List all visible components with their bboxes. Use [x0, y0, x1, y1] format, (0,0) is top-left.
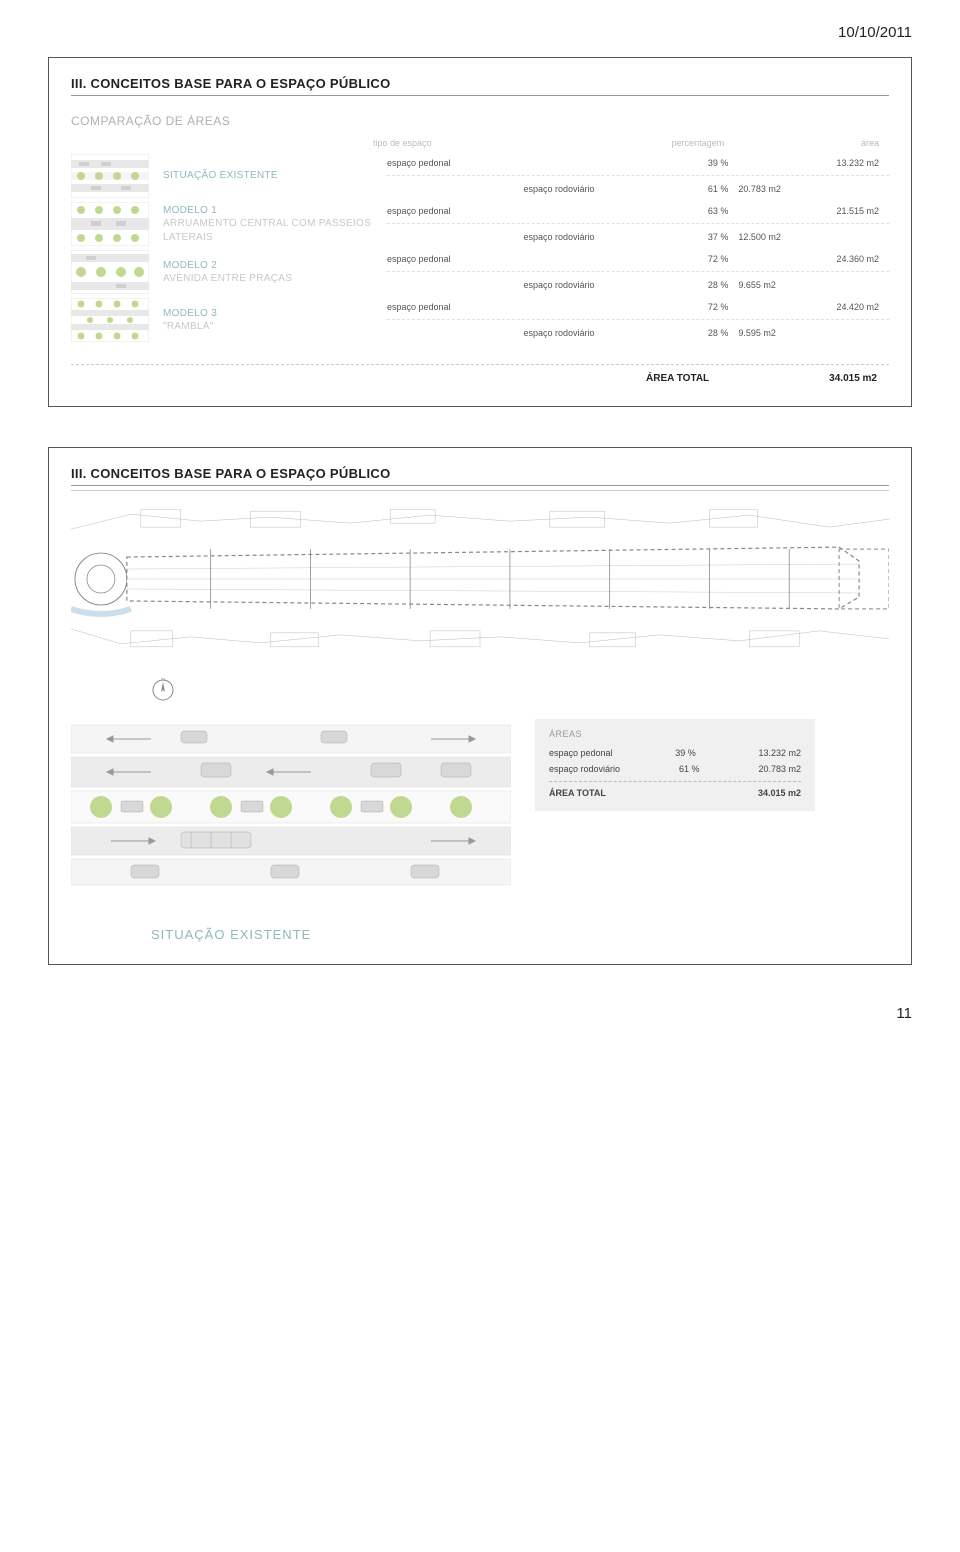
- label-main: SITUAÇÃO EXISTENTE: [163, 169, 373, 183]
- label-main: MODELO 2: [163, 259, 373, 273]
- table-row: MODELO 3 "RAMBLA" espaço pedonal 72 % 24…: [71, 298, 889, 342]
- cell: 61 %: [605, 184, 739, 194]
- svg-text:N: N: [161, 678, 165, 683]
- label-main: MODELO 1: [163, 204, 373, 218]
- slide-1: III. CONCEITOS BASE PARA O ESPAÇO PÚBLIC…: [48, 57, 912, 407]
- cell: 12.500 m2: [738, 232, 889, 242]
- cell: 21.515 m2: [738, 206, 889, 216]
- hdr-area: área: [734, 138, 889, 148]
- cell: espaço rodoviário: [387, 184, 605, 194]
- areas-row: espaço pedonal 39 % 13.232 m2: [549, 745, 801, 761]
- thumb-situacao: [71, 154, 149, 198]
- thumb-m2: [71, 250, 149, 294]
- slide1-title: III. CONCEITOS BASE PARA O ESPAÇO PÚBLIC…: [71, 76, 889, 91]
- cell: 20.783 m2: [738, 184, 889, 194]
- page-number: 11: [48, 1005, 912, 1022]
- total-label: ÁREA TOTAL: [646, 373, 709, 384]
- total-value: 34.015 m2: [829, 373, 877, 384]
- cell: 9.595 m2: [738, 328, 889, 338]
- hdr-pct: percentagem: [597, 138, 735, 148]
- cell: 61 %: [679, 764, 700, 774]
- areas-header: ÁREAS: [549, 729, 801, 739]
- cell: 9.655 m2: [738, 280, 889, 290]
- total-row: ÁREA TOTAL 34.015 m2: [71, 364, 889, 384]
- bottom-label: SITUAÇÃO EXISTENTE: [151, 927, 889, 942]
- data-cells: espaço pedonal 72 % 24.420 m2 espaço rod…: [387, 298, 889, 342]
- page-date: 10/10/2011: [48, 24, 912, 41]
- thumb-m1: [71, 202, 149, 246]
- cell: espaço rodoviário: [387, 280, 605, 290]
- cell: 39 %: [675, 748, 696, 758]
- model-label: MODELO 3 "RAMBLA": [163, 298, 373, 342]
- label-sub: "RAMBLA": [163, 320, 373, 334]
- table-row: MODELO 1 ARRUAMENTO CENTRAL COM PASSEIOS…: [71, 202, 889, 246]
- areas-row: espaço rodoviário 61 % 20.783 m2: [549, 761, 801, 777]
- divider-soft: [71, 490, 889, 491]
- cell: espaço pedonal: [387, 254, 605, 264]
- cell: espaço rodoviário: [387, 232, 605, 242]
- plan-map-diagram: [71, 509, 889, 649]
- divider: [71, 95, 889, 96]
- data-cells: espaço pedonal 39 % 13.232 m2 espaço rod…: [387, 154, 889, 198]
- areas-box: ÁREAS espaço pedonal 39 % 13.232 m2 espa…: [535, 719, 815, 811]
- label-sub: AVENIDA ENTRE PRAÇAS: [163, 272, 373, 286]
- slide2-title: III. CONCEITOS BASE PARA O ESPAÇO PÚBLIC…: [71, 466, 889, 481]
- label-main: MODELO 3: [163, 307, 373, 321]
- total-value: 34.015 m2: [758, 788, 801, 798]
- cell: 20.783 m2: [758, 764, 801, 774]
- lower-row: ÁREAS espaço pedonal 39 % 13.232 m2 espa…: [71, 719, 889, 889]
- data-cells: espaço pedonal 72 % 24.360 m2 espaço rod…: [387, 250, 889, 294]
- cell: 13.232 m2: [738, 158, 889, 168]
- hdr-tipo: tipo de espaço: [373, 138, 597, 148]
- table-row: MODELO 2 AVENIDA ENTRE PRAÇAS espaço ped…: [71, 250, 889, 294]
- cell: 28 %: [605, 280, 739, 290]
- areas-total: ÁREA TOTAL 34.015 m2: [549, 781, 801, 801]
- cell: espaço pedonal: [387, 206, 605, 216]
- cell: 72 %: [605, 254, 739, 264]
- cell: 13.232 m2: [758, 748, 801, 758]
- thumb-m3: [71, 298, 149, 342]
- cell: espaço pedonal: [387, 302, 605, 312]
- cell: 28 %: [605, 328, 739, 338]
- slide-2: III. CONCEITOS BASE PARA O ESPAÇO PÚBLIC…: [48, 447, 912, 965]
- model-label: MODELO 1 ARRUAMENTO CENTRAL COM PASSEIOS…: [163, 202, 373, 246]
- cell: 24.420 m2: [738, 302, 889, 312]
- cell: espaço pedonal: [387, 158, 605, 168]
- cell: 24.360 m2: [738, 254, 889, 264]
- table-header: tipo de espaço percentagem área: [373, 138, 889, 148]
- data-cells: espaço pedonal 63 % 21.515 m2 espaço rod…: [387, 202, 889, 246]
- table-row: SITUAÇÃO EXISTENTE espaço pedonal 39 % 1…: [71, 154, 889, 198]
- cell: 63 %: [605, 206, 739, 216]
- label-sub: ARRUAMENTO CENTRAL COM PASSEIOS LATERAIS: [163, 217, 373, 244]
- cell: espaço pedonal: [549, 748, 613, 758]
- compass-icon: N: [151, 678, 175, 702]
- model-label: MODELO 2 AVENIDA ENTRE PRAÇAS: [163, 250, 373, 294]
- total-label: ÁREA TOTAL: [549, 788, 606, 798]
- cell: espaço rodoviário: [549, 764, 620, 774]
- cell: espaço rodoviário: [387, 328, 605, 338]
- cell: 37 %: [605, 232, 739, 242]
- cell: 72 %: [605, 302, 739, 312]
- section-diagram: [71, 719, 511, 889]
- slide1-subtitle: COMPARAÇÃO DE ÁREAS: [71, 114, 889, 128]
- cell: 39 %: [605, 158, 739, 168]
- divider: [71, 485, 889, 486]
- model-label: SITUAÇÃO EXISTENTE: [163, 154, 373, 198]
